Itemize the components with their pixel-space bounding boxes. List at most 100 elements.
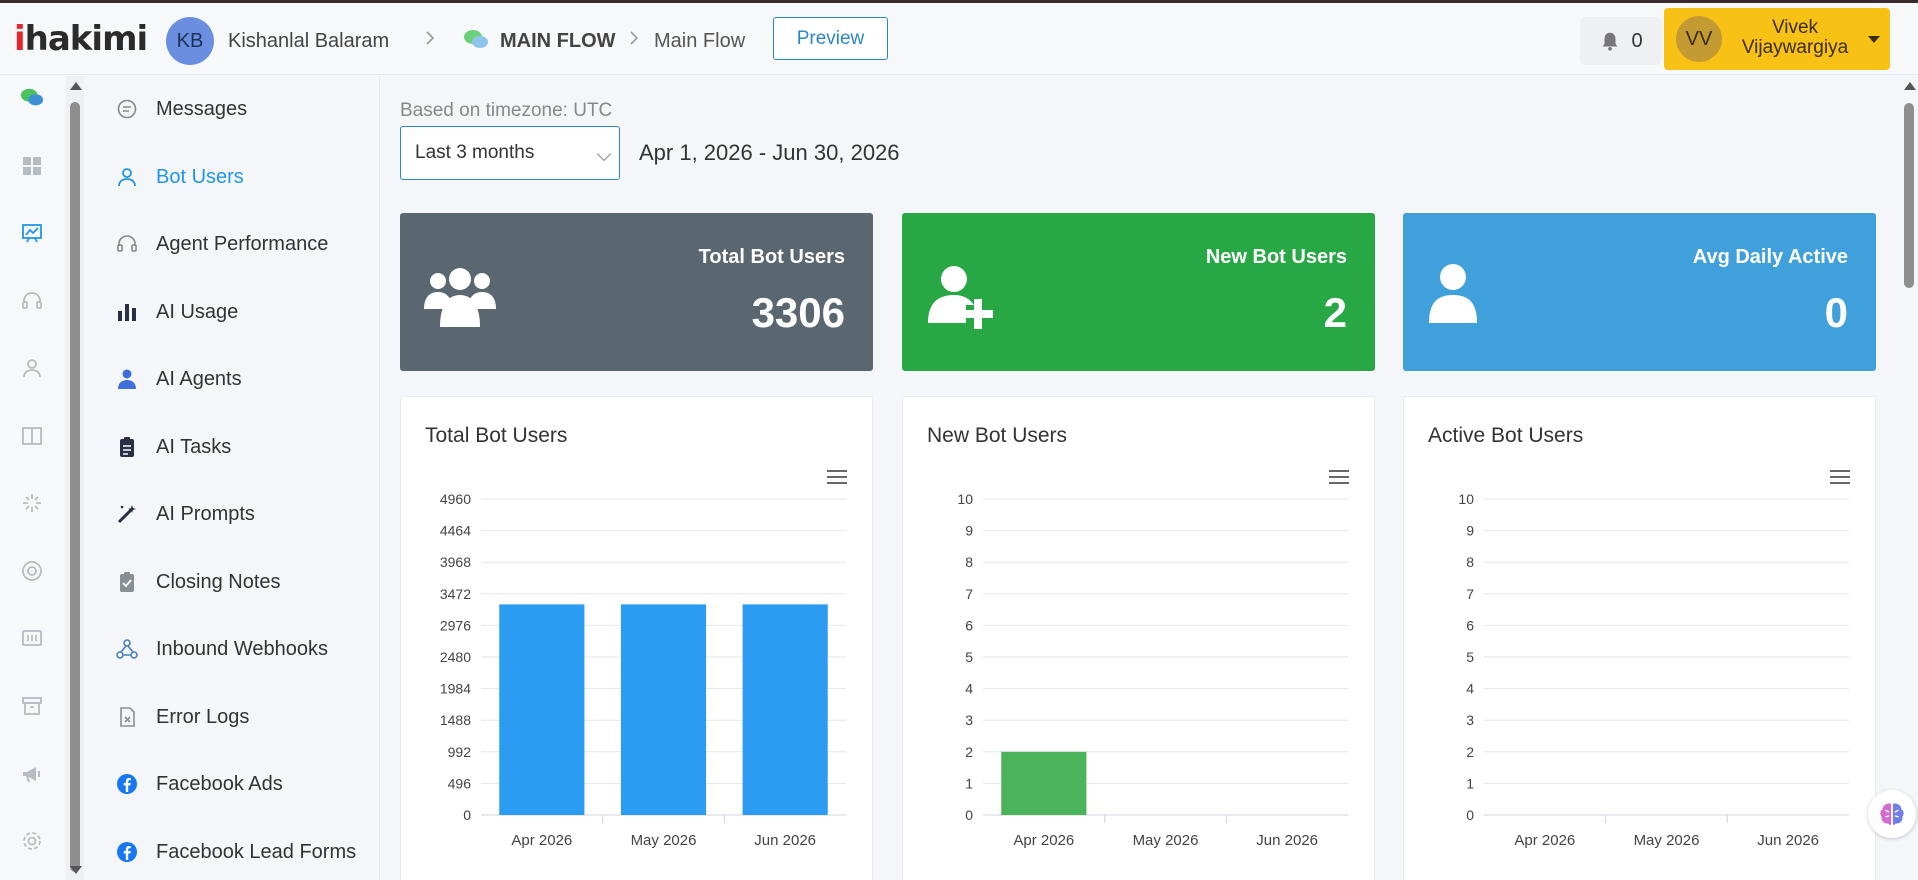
facebook-icon	[114, 771, 140, 797]
subnav-item-ai-agents[interactable]: AI Agents	[114, 359, 242, 399]
user-last-name: Vijaywargiya	[1741, 37, 1849, 58]
subnav-item-messages[interactable]: Messages	[114, 89, 247, 129]
chart-bar	[620, 604, 707, 815]
subnav-item-facebook-ads[interactable]: Facebook Ads	[114, 764, 283, 804]
chart-y-tick-label: 1984	[440, 681, 471, 697]
breadcrumb-flow-name[interactable]: Main Flow	[654, 30, 746, 52]
page-scrollbar-thumb[interactable]	[1904, 103, 1914, 288]
date-range-select[interactable]: Last 3 months	[400, 126, 620, 180]
chat-bubbles-icon[interactable]	[18, 84, 46, 112]
chart-card-active-bot-users: Active Bot Users 0 1 2 3 4 5 6 7 8 9 10 Apr 2026 May…	[1403, 396, 1876, 880]
chart-y-tick-label: 2480	[440, 649, 471, 665]
chart-y-tick-label: 1	[965, 775, 973, 791]
settings-gear-icon[interactable]	[18, 827, 46, 855]
sidebar-scrollbar-thumb[interactable]	[70, 102, 80, 872]
chevron-right-icon	[629, 28, 639, 48]
subnav-item-inbound-webhooks[interactable]: Inbound Webhooks	[114, 629, 328, 669]
chart-y-tick-label: 8	[965, 554, 973, 570]
notifications-button[interactable]: 0	[1580, 17, 1662, 65]
scroll-up-arrow-icon[interactable]	[70, 82, 82, 90]
chart-card-new-bot-users: New Bot Users 0 1 2 3 4 5 6 7 8 9 10 Apr 2026 May 20…	[902, 396, 1375, 880]
user-menu[interactable]: VV Vivek Vijaywargiya	[1664, 8, 1890, 70]
chart-y-tick-label: 9	[1466, 523, 1474, 539]
chart-y-tick-label: 1	[1466, 775, 1474, 791]
subnav-item-closing-notes[interactable]: Closing Notes	[114, 562, 281, 602]
chart-x-tick-label: Apr 2026	[1013, 832, 1074, 849]
subnav-item-facebook-lead-forms[interactable]: Facebook Lead Forms	[114, 832, 356, 872]
headset-icon[interactable]	[18, 287, 46, 315]
sidebar-scrollbar[interactable]	[66, 76, 84, 880]
chart-y-tick-label: 6	[1466, 617, 1474, 633]
stat-card-total-bot-users: Total Bot Users 3306	[400, 213, 873, 371]
clipboard-check-icon	[114, 569, 140, 595]
chart-x-tick-label: May 2026	[631, 832, 697, 849]
chart-y-tick-label: 5	[1466, 649, 1474, 665]
lifebuoy-icon[interactable]	[18, 557, 46, 585]
subnav-item-ai-usage[interactable]: AI Usage	[114, 292, 238, 332]
sparkle-icon[interactable]	[18, 489, 46, 517]
hamburger-menu-icon[interactable]	[1830, 470, 1850, 486]
chart-bar	[742, 604, 828, 815]
message-icon	[114, 96, 140, 122]
subnav-item-bot-users[interactable]: Bot Users	[114, 157, 244, 197]
subnav-item-label: Inbound Webhooks	[156, 637, 328, 660]
notification-count: 0	[1631, 29, 1643, 52]
bell-icon	[1603, 32, 1618, 51]
main-content: Based on timezone: UTC Last 3 months Apr…	[380, 76, 1900, 880]
subnav-item-label: Closing Notes	[156, 570, 281, 593]
hamburger-menu-icon[interactable]	[1329, 470, 1349, 486]
breadcrumb-workspace[interactable]: Kishanlal Balaram	[228, 30, 390, 52]
user-icon[interactable]	[18, 354, 46, 382]
subnav-item-label: Facebook Lead Forms	[156, 840, 357, 863]
book-icon[interactable]	[18, 422, 46, 450]
chart-y-tick-label: 3	[965, 712, 973, 728]
chart-y-tick-label: 4464	[440, 523, 471, 539]
chart-y-tick-label: 3	[1466, 712, 1474, 728]
top-header: ihakimi KB Kishanlal Balaram MAIN FLOW M…	[0, 3, 1918, 75]
ai-assistant-button[interactable]	[1868, 790, 1916, 838]
breadcrumb-flow-group[interactable]: MAIN FLOW	[500, 30, 616, 52]
user-outline-icon	[114, 164, 140, 190]
chart-title: Total Bot Users	[425, 424, 568, 447]
chart-title: Active Bot Users	[1428, 424, 1584, 447]
user-avatar: VV	[1676, 16, 1722, 62]
form-icon[interactable]	[18, 624, 46, 652]
chart-x-tick-label: Jun 2026	[1757, 832, 1819, 849]
chart-y-tick-label: 4	[1466, 681, 1474, 697]
chart-x-tick-label: Apr 2026	[1514, 832, 1575, 849]
user-plus-icon	[928, 266, 993, 329]
megaphone-icon[interactable]	[18, 760, 46, 788]
chart-y-tick-label: 10	[1458, 491, 1474, 507]
analytics-chart-icon[interactable]	[18, 219, 46, 247]
hamburger-menu-icon[interactable]	[827, 470, 847, 486]
subnav-item-error-logs[interactable]: Error Logs	[114, 697, 249, 737]
stat-label: Avg Daily Active	[1692, 246, 1848, 268]
chart-y-tick-label: 6	[965, 617, 973, 633]
preview-button[interactable]: Preview	[773, 17, 888, 60]
window-top-border	[0, 0, 1918, 3]
brain-icon	[1880, 803, 1904, 825]
chart-y-tick-label: 2	[965, 744, 973, 760]
stat-label: Total Bot Users	[698, 246, 845, 268]
brand-logo-text: hakimi	[24, 19, 148, 59]
brand-logo[interactable]: ihakimi	[14, 19, 148, 59]
chart-y-tick-label: 7	[1466, 586, 1474, 602]
scroll-down-arrow-icon[interactable]	[70, 866, 82, 874]
chart-y-tick-label: 5	[965, 649, 973, 665]
chart-y-tick-label: 992	[448, 744, 472, 760]
scroll-up-arrow-icon[interactable]	[1904, 82, 1916, 90]
chart-y-tick-label: 10	[957, 491, 973, 507]
subnav-item-label: Agent Performance	[156, 232, 329, 255]
subnav-item-agent-performance[interactable]: Agent Performance	[114, 224, 328, 264]
chart-y-tick-label: 1488	[440, 712, 471, 728]
subnav-item-label: AI Prompts	[156, 502, 255, 525]
subnav-item-ai-tasks[interactable]: AI Tasks	[114, 427, 231, 467]
subnav-item-ai-prompts[interactable]: AI Prompts	[114, 494, 255, 534]
dashboard-grid-icon[interactable]	[18, 152, 46, 180]
chart-y-tick-label: 0	[463, 807, 471, 823]
workspace-avatar[interactable]: KB	[166, 17, 214, 65]
archive-icon[interactable]	[18, 692, 46, 720]
page-scrollbar[interactable]	[1900, 76, 1918, 880]
icon-rail	[0, 76, 64, 880]
chart-bar	[1001, 751, 1087, 815]
